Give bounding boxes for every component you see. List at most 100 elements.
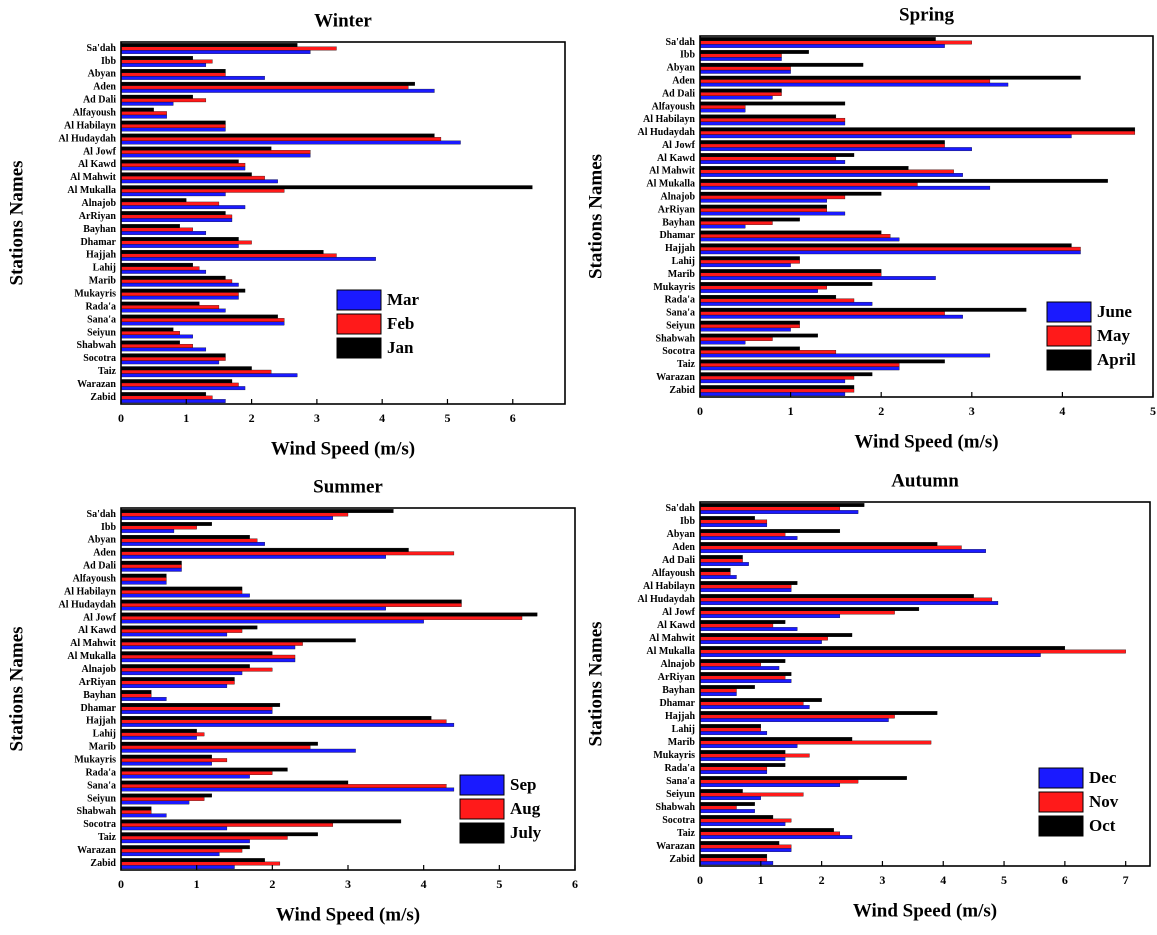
bar <box>699 848 792 852</box>
y-tick-label: Al Mahwit <box>649 633 696 644</box>
bar <box>120 94 193 99</box>
bar <box>120 680 235 685</box>
y-tick-label: Lahij <box>672 724 695 735</box>
legend-label: July <box>510 823 542 842</box>
bar <box>699 263 791 268</box>
y-tick-label: Taiz <box>677 359 696 370</box>
y-tick-label: Al Kawd <box>657 153 696 164</box>
bar <box>120 667 273 672</box>
bar <box>699 672 792 676</box>
bar <box>120 327 174 332</box>
bar <box>699 809 755 813</box>
bar <box>120 266 200 271</box>
y-tick-label: Taiz <box>677 828 696 839</box>
bar <box>699 237 900 242</box>
bar <box>699 362 900 367</box>
bar <box>120 120 226 125</box>
x-tick-label: 3 <box>314 411 320 425</box>
bar <box>699 140 945 145</box>
bar <box>120 318 285 322</box>
bar <box>699 558 743 563</box>
bar <box>699 789 743 793</box>
y-tick-label: Hajjah <box>86 250 116 261</box>
bar <box>120 288 246 293</box>
y-tick-label: Alnajob <box>661 192 696 203</box>
bar <box>120 211 226 216</box>
bar <box>699 610 895 615</box>
y-tick-label: Sana'a <box>87 780 116 791</box>
y-axis-label: Stations Names <box>6 160 27 285</box>
bar <box>120 654 296 659</box>
bar <box>699 666 780 670</box>
y-tick-label: Bayhan <box>83 224 116 235</box>
bar <box>120 114 167 119</box>
bar <box>699 594 974 598</box>
y-tick-label: Zabid <box>90 858 116 869</box>
bar <box>120 512 349 517</box>
bar <box>699 857 768 862</box>
bar <box>699 688 737 693</box>
bar <box>120 632 228 637</box>
bar <box>120 564 182 569</box>
bar <box>120 628 243 633</box>
legend-label: Sep <box>510 775 536 794</box>
bar <box>120 858 265 863</box>
y-tick-label: Aden <box>672 542 695 553</box>
bar <box>120 256 376 261</box>
bar <box>699 282 873 286</box>
bar <box>120 541 265 546</box>
bar <box>699 208 827 213</box>
bar <box>699 182 918 187</box>
bar <box>120 590 243 594</box>
x-tick-label: 5 <box>496 877 502 891</box>
y-tick-label: Taiz <box>98 366 117 377</box>
bar <box>699 311 945 316</box>
bar <box>120 848 243 853</box>
bar <box>699 121 846 126</box>
legend-swatch <box>1038 815 1084 837</box>
plot-frame <box>120 41 566 405</box>
bar <box>120 314 278 319</box>
bar <box>699 575 737 579</box>
y-tick-label: Warazan <box>77 379 116 390</box>
bar <box>699 718 889 722</box>
bar <box>699 744 798 748</box>
bar <box>120 800 190 805</box>
legend-swatch <box>336 337 382 359</box>
bar <box>699 640 822 644</box>
bar <box>120 684 228 688</box>
bar <box>699 503 865 507</box>
bar <box>699 536 798 540</box>
legend-swatch <box>1038 767 1084 789</box>
bar <box>120 360 220 365</box>
bar <box>699 234 891 238</box>
y-tick-label: Seiyun <box>666 320 695 331</box>
bar <box>120 63 207 67</box>
bar <box>699 66 791 71</box>
y-tick-label: Abyan <box>88 69 117 80</box>
bar <box>699 568 731 572</box>
y-tick-label: Marib <box>89 742 117 753</box>
x-tick-label: 0 <box>697 873 703 887</box>
bar <box>699 555 743 559</box>
legend-swatch <box>1038 791 1084 813</box>
bar <box>699 711 938 715</box>
bar <box>699 636 828 641</box>
y-tick-label: Seiyun <box>666 789 695 800</box>
bar <box>120 865 235 869</box>
legend-swatch <box>459 774 505 796</box>
bar <box>120 395 213 400</box>
bar <box>120 835 288 840</box>
y-tick-label: Ad Dali <box>662 555 695 566</box>
y-tick-label: Sana'a <box>666 308 695 319</box>
bar <box>120 301 200 306</box>
bar <box>120 586 243 591</box>
bar <box>120 784 447 788</box>
y-tick-label: Alnajob <box>82 198 117 209</box>
bar <box>120 706 273 711</box>
bar <box>699 646 1066 650</box>
y-tick-label: Alnajob <box>661 659 696 670</box>
bar <box>120 237 239 241</box>
bar <box>120 399 226 403</box>
bar <box>699 246 1081 251</box>
